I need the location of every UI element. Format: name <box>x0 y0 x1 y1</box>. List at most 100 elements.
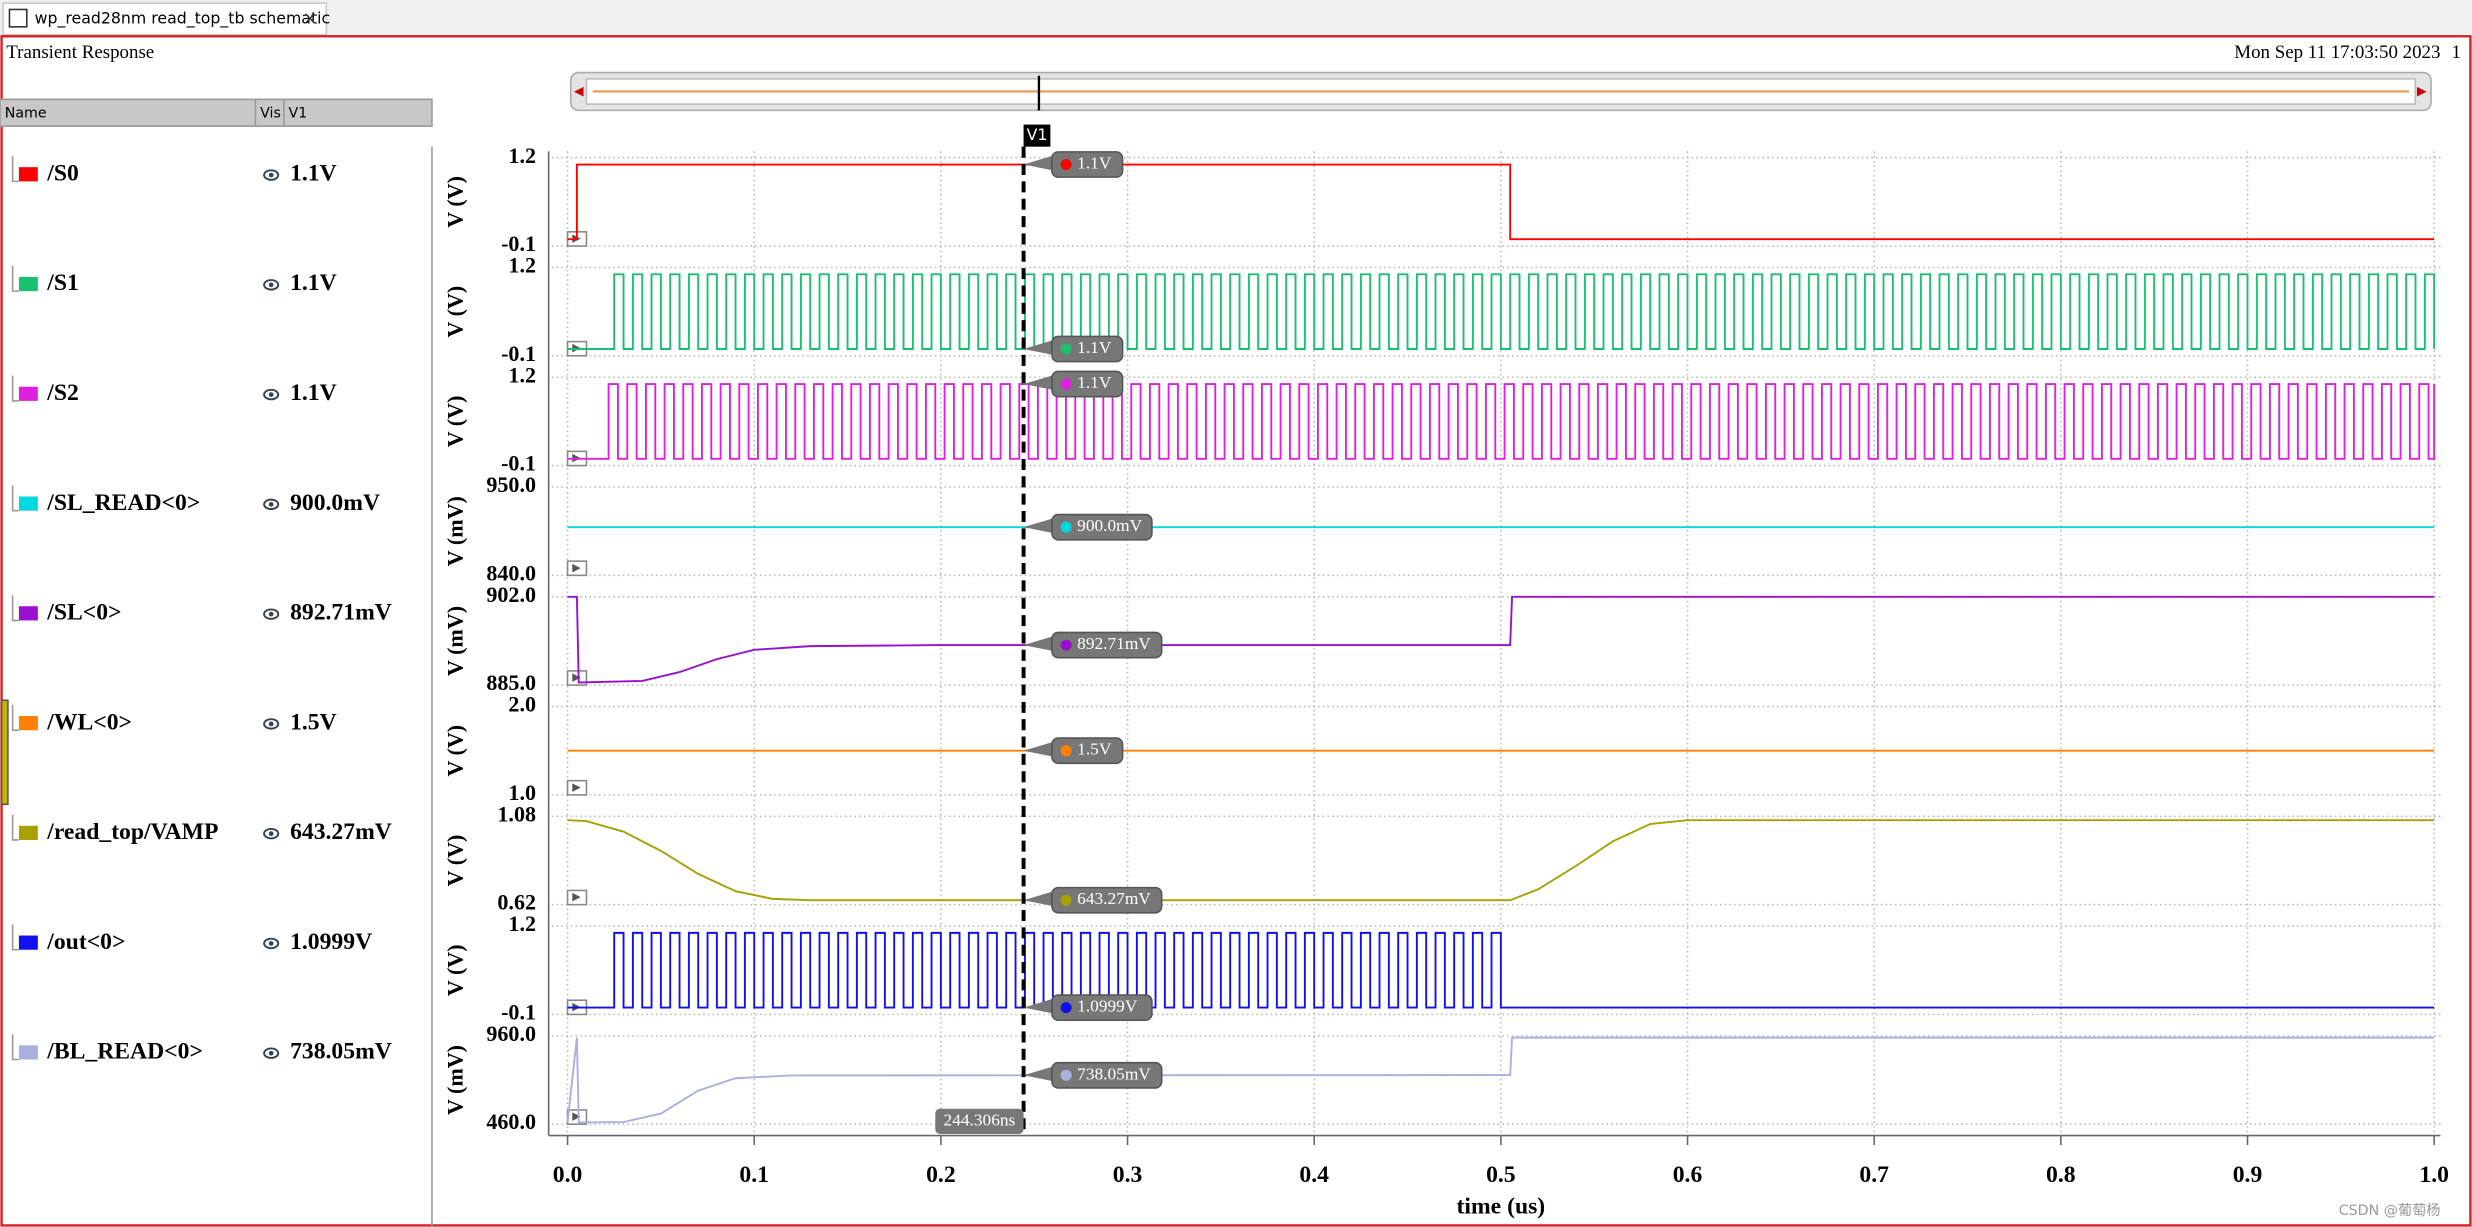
selection-indicator <box>0 699 9 806</box>
waveform <box>567 819 2435 902</box>
x-tick-label: 0.4 <box>1299 1162 1329 1188</box>
callout-dot <box>1060 894 1072 906</box>
y-tick-label: 950.0 <box>486 472 536 497</box>
cursor-tag <box>1023 124 1051 147</box>
tree-line <box>11 704 19 731</box>
tab-close[interactable]: × <box>303 9 318 29</box>
column-header[interactable]: Vis <box>260 106 281 122</box>
callout-label: 900.0mV <box>1077 516 1142 535</box>
y-tick-label: 885.0 <box>486 670 536 695</box>
callout-dot <box>1060 1069 1072 1081</box>
x-tick-label: 0.5 <box>1486 1162 1516 1188</box>
callout-dot <box>1060 158 1072 171</box>
strip-marker-arrow: ▶ <box>572 891 581 903</box>
callout <box>1051 370 1124 398</box>
legend-swatch <box>18 386 38 401</box>
y-tick-label: 840.0 <box>486 560 536 585</box>
legend-name: /S2 <box>46 380 79 406</box>
callout <box>1051 513 1153 541</box>
callout-label: 738.05mV <box>1077 1064 1151 1083</box>
tree-line <box>11 156 19 183</box>
callout <box>1051 737 1124 765</box>
strip-marker-arrow: ▶ <box>572 562 581 574</box>
callout-dot <box>1060 1002 1072 1014</box>
legend-swatch <box>18 825 38 840</box>
cursor-name: V1 <box>1027 125 1048 144</box>
legend-name: /BL_READ<0> <box>46 1039 203 1065</box>
scroll-right[interactable]: ▶ <box>2417 83 2427 98</box>
x-axis-label: time (us) <box>1457 1193 1546 1219</box>
legend-swatch <box>18 935 38 950</box>
y-tick-label: 960.0 <box>486 1021 536 1046</box>
y-tick-label: -0.1 <box>501 231 536 256</box>
list-header <box>0 98 433 127</box>
visibility-pupil <box>268 392 274 397</box>
callout-pointer <box>1023 998 1056 1014</box>
tree-line <box>11 595 19 622</box>
column-header[interactable]: V1 <box>289 106 308 122</box>
y-tick-label: 1.08 <box>497 801 536 826</box>
y-tick-label: 1.2 <box>508 143 536 168</box>
x-tick-label: 0.7 <box>1859 1162 1889 1188</box>
strip-marker <box>566 560 588 577</box>
window-border <box>0 35 2472 1227</box>
tree-line <box>11 1034 19 1061</box>
tab-title: wp_read28nm read_top_tb schematic <box>35 8 330 28</box>
strip-marker-arrow: ▶ <box>572 1111 581 1123</box>
y-axis-label: V (V) <box>442 176 467 228</box>
callout-dot <box>1060 378 1072 390</box>
visibility-pupil <box>268 282 274 288</box>
y-axis-label: V (mV) <box>442 496 467 566</box>
callout-label: 1.5V <box>1077 740 1112 759</box>
x-tick-label: 0.9 <box>2233 1162 2263 1188</box>
waveform <box>566 1036 2435 1124</box>
y-tick-label: 1.2 <box>508 362 536 387</box>
tab-bar <box>0 0 2472 35</box>
legend-name: /out<0> <box>46 929 125 955</box>
column-header[interactable]: Name <box>5 106 47 122</box>
callout-dot <box>1060 343 1072 355</box>
visibility-pupil <box>268 1050 274 1056</box>
legend-swatch <box>18 716 38 731</box>
callout-dot <box>1060 639 1072 651</box>
x-tick-label: 1.0 <box>2419 1162 2449 1188</box>
x-tick-label: 0.8 <box>2046 1162 2076 1188</box>
visibility-pupil <box>268 941 274 946</box>
callout-pointer <box>1023 741 1056 758</box>
y-tick-label: -0.1 <box>501 451 536 476</box>
cursor-value: 892.71mV <box>290 600 392 626</box>
strip-marker <box>566 779 588 796</box>
legend-name: /S0 <box>46 160 79 186</box>
cursor-x-tag <box>935 1108 1024 1134</box>
cursor-value: 1.1V <box>290 160 337 186</box>
y-tick-label: 460.0 <box>486 1109 536 1134</box>
visibility-pupil <box>268 611 274 617</box>
callout <box>1051 1061 1163 1089</box>
callout-pointer <box>1023 374 1056 391</box>
visibility-pupil <box>268 721 274 727</box>
callout-dot <box>1060 521 1072 533</box>
y-tick-label: 1.0 <box>508 780 536 805</box>
y-axis-label: V (mV) <box>442 606 467 676</box>
callout-pointer <box>1023 1065 1056 1082</box>
scroll-left[interactable]: ◀ <box>574 83 584 98</box>
y-axis-label: V (V) <box>442 835 467 887</box>
strip-marker-arrow: ▶ <box>572 672 581 684</box>
y-axis-label: V (V) <box>442 286 467 338</box>
legend-name: /SL_READ<0> <box>46 490 200 516</box>
legend-name: /S1 <box>46 270 79 296</box>
callout-pointer <box>1023 890 1056 907</box>
cursor-value: 1.0999V <box>290 929 372 955</box>
waveform <box>567 595 2435 684</box>
legend-name: /read_top/VAMP <box>46 819 218 845</box>
tree-line <box>11 814 19 841</box>
tree-line <box>11 924 19 951</box>
x-tick-label: 0.2 <box>926 1162 956 1188</box>
legend-name: /SL<0> <box>46 600 121 626</box>
tab[interactable] <box>2 2 328 36</box>
callout <box>1051 886 1163 914</box>
cursor-value: 643.27mV <box>290 819 392 845</box>
y-tick-label: 2.0 <box>508 692 536 717</box>
